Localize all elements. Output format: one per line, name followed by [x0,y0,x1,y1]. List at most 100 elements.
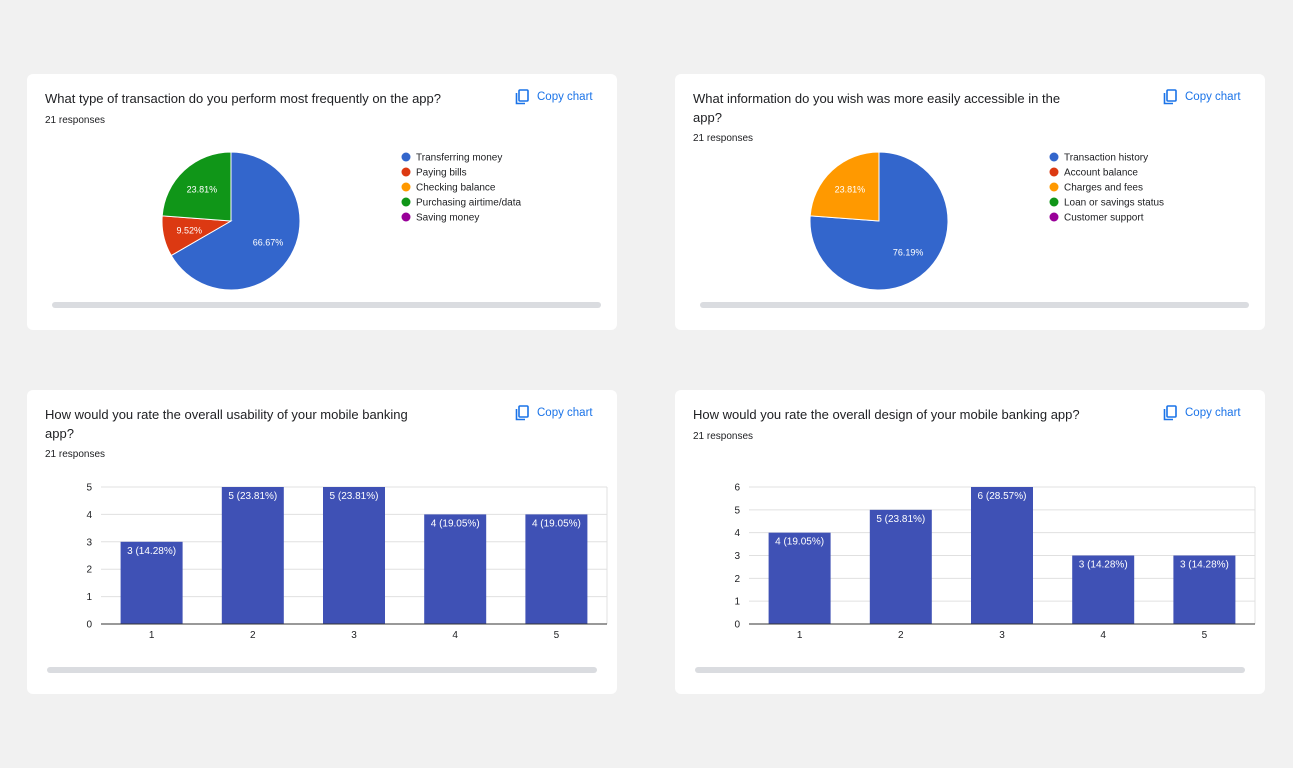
copy-icon [515,89,529,105]
x-tick-label: 3 [351,630,357,641]
bar-value-label: 5 (23.81%) [876,514,925,525]
legend-label: Purchasing airtime/data [416,198,521,209]
x-tick-label: 4 [452,630,458,641]
bar-value-label: 3 (14.28%) [1079,560,1128,571]
pie-chart: 66.67% 9.52% 23.81% Transferring money Payin… [161,151,521,291]
copy-chart-label: Copy chart [537,407,593,419]
question-title: How would you rate the overall usability… [45,407,408,441]
question-title: What type of transaction do you perform … [45,91,441,106]
bar [525,514,588,624]
x-tick-label: 1 [149,630,155,641]
legend-swatch [401,182,411,192]
x-tick-label: 4 [1100,630,1106,641]
x-tick-label: 5 [554,630,560,641]
slice-label: 23.81% [187,185,218,195]
legend-label: Charges and fees [1064,183,1143,194]
y-tick-label: 4 [86,510,92,521]
bar-value-label: 6 (28.57%) [978,491,1027,502]
legend-label: Loan or savings status [1064,198,1164,209]
y-tick-label: 5 [86,483,92,494]
horizontal-scrollbar[interactable] [47,667,597,673]
x-tick-label: 3 [999,630,1005,641]
y-tick-label: 4 [734,528,740,539]
legend-swatch [401,197,411,207]
x-tick-label: 1 [797,630,803,641]
bar-value-label: 5 (23.81%) [330,491,379,502]
bar-value-label: 4 (19.05%) [775,537,824,548]
y-tick-label: 5 [734,505,740,516]
chart-card-transaction-type: What type of transaction do you perform … [27,74,617,330]
y-tick-label: 2 [86,565,92,576]
slice-label: 23.81% [835,185,866,195]
bar-value-label: 4 (19.05%) [431,518,480,529]
response-count: 21 responses [693,133,754,144]
legend-swatch [1049,152,1059,162]
legend-swatch [1049,212,1059,222]
bar [424,514,487,624]
copy-chart-button[interactable]: Copy chart [1163,89,1241,105]
legend-label: Account balance [1064,168,1138,179]
bar-value-label: 5 (23.81%) [228,491,277,502]
pie-slice [809,151,880,222]
legend-label: Paying bills [416,168,467,179]
bar [323,487,385,624]
bar [971,487,1033,624]
copy-chart-button[interactable]: Copy chart [1163,405,1241,421]
copy-icon [1163,89,1177,105]
copy-chart-label: Copy chart [537,91,593,103]
chart-card-usability-rating: How would you rate the overall usability… [27,390,617,694]
bar-chart: 0 1 2 3 4 5 6 4 (19.05%) 1 5 (23.81%) 2 6 (28.57%) 3… [734,483,1256,641]
pie-chart: 76.19% 23.81% Transaction history Account b… [809,151,1164,291]
pie-slice [170,151,301,291]
horizontal-scrollbar[interactable] [700,302,1249,308]
response-count: 21 responses [693,431,754,442]
copy-icon [1163,405,1177,421]
copy-icon [515,405,529,421]
y-tick-label: 0 [86,620,92,631]
legend-swatch [1049,182,1059,192]
copy-chart-label: Copy chart [1185,91,1241,103]
response-count: 21 responses [45,449,106,460]
x-tick-label: 5 [1202,630,1208,641]
bar [768,532,831,624]
response-count: 21 responses [45,115,106,126]
bar-value-label: 3 (14.28%) [127,546,176,557]
bar [1072,555,1135,624]
x-tick-label: 2 [898,630,904,641]
slice-label: 76.19% [893,247,924,257]
y-tick-label: 1 [734,597,740,608]
y-tick-label: 6 [734,483,740,494]
copy-chart-label: Copy chart [1185,407,1241,419]
bar [869,509,932,624]
question-title: How would you rate the overall design of… [693,407,1080,422]
legend-swatch [401,167,411,177]
pie-slice [161,151,232,222]
legend-swatch [1049,197,1059,207]
bar-chart: 0 1 2 3 4 5 3 (14.28%) 1 5 (23.81%) 2 5 (23.81%) 3 4… [86,483,608,641]
question-title: What information do you wish was more ea… [693,91,1061,125]
chart-card-design-rating: How would you rate the overall design of… [675,390,1265,694]
legend-label: Transferring money [416,153,502,164]
legend-label: Saving money [416,213,479,224]
horizontal-scrollbar[interactable] [695,667,1245,673]
y-tick-label: 3 [86,537,92,548]
y-tick-label: 0 [734,620,740,631]
x-tick-label: 2 [250,630,256,641]
bar [1173,555,1236,624]
horizontal-scrollbar[interactable] [52,302,601,308]
copy-chart-button[interactable]: Copy chart [515,89,593,105]
legend-swatch [1049,167,1059,177]
slice-label: 66.67% [253,237,284,247]
legend-label: Transaction history [1064,153,1148,164]
bar-value-label: 4 (19.05%) [532,518,581,529]
copy-chart-button[interactable]: Copy chart [515,405,593,421]
bar [221,487,284,624]
legend-swatch [401,152,411,162]
y-tick-label: 2 [734,574,740,585]
legend-swatch [401,212,411,222]
legend-label: Checking balance [416,183,496,194]
bar [120,541,183,624]
chart-card-information-access: What information do you wish was more ea… [675,74,1265,330]
slice-label: 9.52% [177,226,203,236]
y-tick-label: 1 [86,592,92,603]
